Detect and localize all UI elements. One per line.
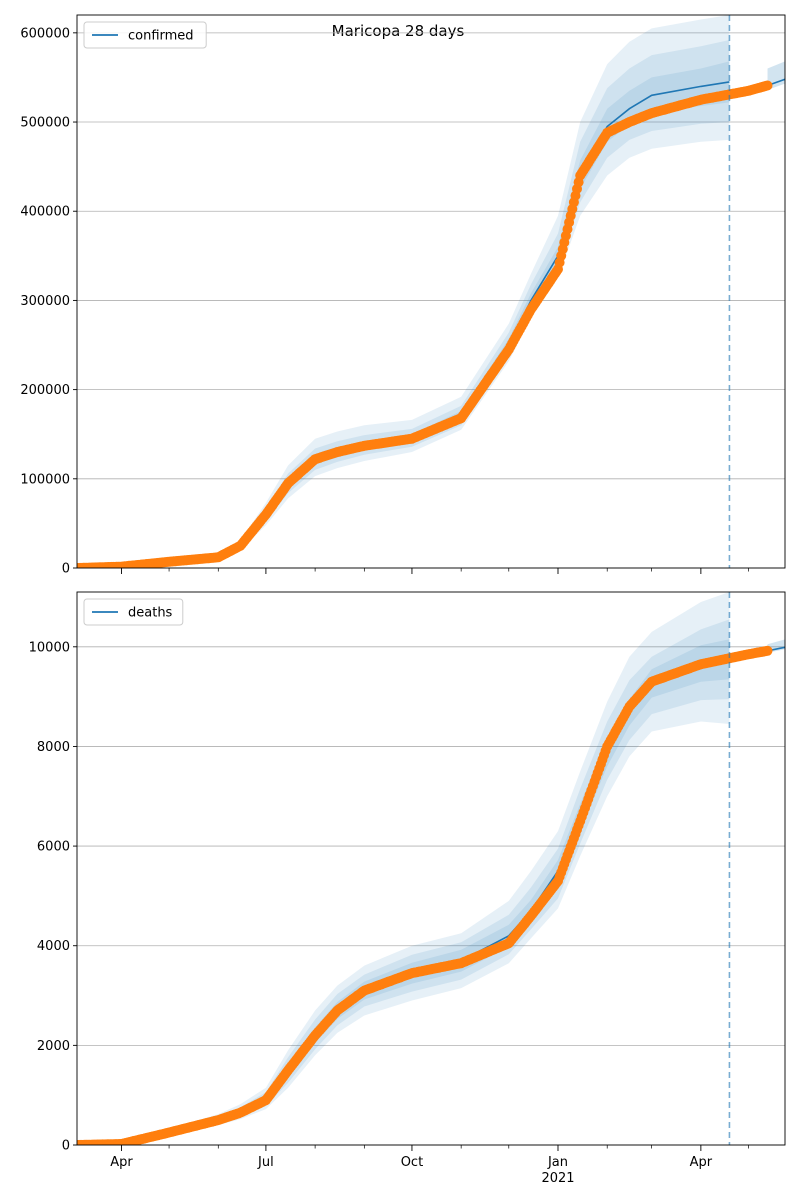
y-tick-label: 0 xyxy=(62,562,70,577)
uncertainty-band-0 xyxy=(77,592,730,1145)
extension-band xyxy=(767,61,785,90)
axes-frame xyxy=(76,591,786,1146)
confirmed-panel: 0 100000 200000 300000 400000 500000 600000 con… xyxy=(20,14,786,577)
y-tick-label: 200000 xyxy=(20,383,70,398)
legend: deaths xyxy=(83,598,184,626)
y-tick-label: 500000 xyxy=(20,116,70,131)
axes-frame xyxy=(76,14,786,569)
x-tick-label: Jan xyxy=(547,1155,568,1170)
x-tick-label: Apr xyxy=(690,1155,713,1170)
y-tick-label: 10000 xyxy=(29,640,70,655)
y-tick-label: 4000 xyxy=(37,939,70,954)
legend-label: deaths xyxy=(128,606,173,621)
legend: confirmed xyxy=(83,21,207,49)
y-tick-label: 400000 xyxy=(20,205,70,220)
y-tick-label: 0 xyxy=(62,1139,70,1154)
y-tick-label: 100000 xyxy=(20,472,70,487)
x-tick-label: Apr xyxy=(110,1155,133,1170)
plot-area xyxy=(77,15,785,568)
deaths-panel: 0 2000 4000 6000 8000 10000 Apr Jul Oct Jan Apr 202… xyxy=(29,591,786,1186)
observed-point xyxy=(762,645,773,656)
y-tick-label: 8000 xyxy=(37,740,70,755)
chart-title: Maricopa 28 days xyxy=(332,22,465,40)
observed-point xyxy=(762,80,773,91)
plot-area xyxy=(77,592,785,1145)
y-tick-label: 600000 xyxy=(20,26,70,41)
legend-label: confirmed xyxy=(128,29,194,44)
legend-box xyxy=(83,21,207,49)
x-year-label: 2021 xyxy=(541,1171,574,1186)
observed-points xyxy=(77,645,773,1145)
y-tick-label: 300000 xyxy=(20,294,70,309)
uncertainty-band-2 xyxy=(77,639,730,1145)
observed-points xyxy=(77,80,773,568)
y-tick-label: 2000 xyxy=(37,1039,70,1054)
x-tick-label: Oct xyxy=(401,1155,423,1170)
x-tick-label: Jul xyxy=(257,1155,274,1170)
uncertainty-band-0 xyxy=(77,15,730,568)
y-tick-label: 6000 xyxy=(37,840,70,855)
legend-box xyxy=(83,598,184,626)
